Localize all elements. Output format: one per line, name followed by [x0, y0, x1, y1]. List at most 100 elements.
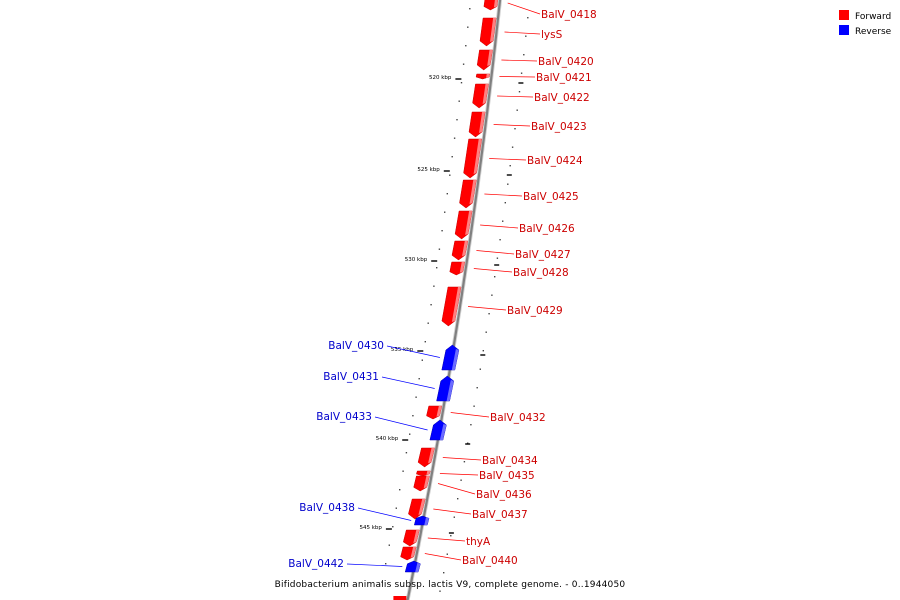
gene-balv-0431[interactable]: BalV_0431 — [323, 371, 455, 402]
gene-leader-line — [489, 158, 527, 161]
gene-leader-line — [476, 250, 515, 255]
minor-tick-right — [514, 128, 516, 130]
minor-tick-right — [527, 17, 529, 19]
gene-balv-0429[interactable]: BalV_0429 — [441, 286, 563, 327]
gene-label: BalV_0437 — [472, 509, 528, 521]
minor-tick-right — [443, 572, 445, 574]
gene-glyph-highlight — [424, 517, 429, 525]
gene-glyph-highlight — [413, 530, 420, 543]
gene-balv-0437[interactable]: BalV_0437 — [408, 498, 528, 521]
gene-glyph-highlight — [436, 406, 442, 417]
legend-item-reverse[interactable]: Reverse — [839, 25, 892, 37]
backbone-layer — [405, 0, 503, 600]
minor-tick-left — [421, 359, 423, 361]
gene-balv-0433[interactable]: BalV_0433 — [316, 411, 447, 441]
gene-glyph-highlight — [487, 50, 493, 66]
minor-tick-left — [402, 470, 404, 472]
gene-leader-line — [501, 59, 538, 62]
minor-tick-left — [456, 119, 458, 121]
minor-tick-right — [450, 535, 452, 537]
gene-glyph-highlight — [459, 262, 465, 273]
minor-tick-right — [518, 91, 521, 93]
gene-glyph-highlight — [486, 74, 490, 78]
gene-balv-0427[interactable]: BalV_0427 — [451, 240, 571, 261]
gene-leader-line — [442, 457, 482, 461]
gene-leader-line — [374, 416, 428, 431]
tick-layer: 520 kbp 525 kbp 530 kbp 535 kbp 540 kbp 545 k… — [359, 8, 529, 592]
genome-backbone — [406, 0, 502, 600]
gene-glyph-highlight — [493, 0, 498, 8]
gene-partial-bottom[interactable] — [393, 596, 407, 600]
minor-tick-left — [441, 230, 443, 232]
minor-tick-left — [433, 285, 435, 287]
gene-balv-0421[interactable]: BalV_0421 — [475, 72, 592, 84]
gene-label: BalV_0421 — [536, 72, 592, 84]
minor-tick-left — [453, 137, 456, 139]
gene-label: BalV_0436 — [476, 489, 532, 501]
gene-glyph-highlight — [490, 18, 497, 42]
gene-label: BalV_0426 — [519, 223, 575, 235]
gene-glyph-highlight — [451, 349, 459, 370]
gene-label: BalV_0424 — [527, 155, 583, 167]
gene-balv-0440[interactable]: BalV_0440 — [400, 546, 518, 567]
gene-balv-0438[interactable]: BalV_0438 — [299, 502, 430, 526]
minor-tick-left — [438, 248, 441, 250]
gene-leader-line — [493, 124, 531, 127]
gene-balv-0436[interactable]: BalV_0436 — [413, 475, 532, 501]
gene-balv-0434[interactable]: BalV_0434 — [417, 447, 538, 468]
legend-swatch-forward — [839, 10, 849, 20]
legend-item-forward[interactable]: Forward — [839, 10, 891, 22]
gene-balv-0423[interactable]: BalV_0423 — [468, 111, 587, 138]
minor-tick-left — [427, 322, 429, 324]
gene-balv-0426[interactable]: BalV_0426 — [454, 210, 575, 240]
minor-tick-left — [465, 45, 467, 47]
gene-balv-0428[interactable]: BalV_0428 — [449, 261, 569, 279]
gene-layer: BalV_0418 lysS BalV_0420 BalV_0421 BalV_0422… — [288, 0, 597, 600]
gene-balv-0420[interactable]: BalV_0420 — [476, 49, 594, 71]
gene-balv-0422[interactable]: BalV_0422 — [472, 83, 590, 109]
gene-label: BalV_0428 — [513, 267, 569, 279]
gene-balv-0418[interactable]: BalV_0418 — [483, 0, 597, 21]
gene-balv-0435[interactable]: BalV_0435 — [416, 470, 535, 482]
gene-label: BalV_0422 — [534, 92, 590, 104]
minor-tick-left — [412, 415, 414, 417]
minor-tick-left — [381, 581, 383, 583]
gene-thya[interactable]: thyA — [403, 529, 491, 548]
gene-leader-line — [480, 224, 519, 229]
minor-tick-right — [470, 424, 472, 426]
minor-tick-right — [509, 165, 511, 167]
gene-glyph-highlight — [479, 112, 486, 133]
gene-balv-0424[interactable]: BalV_0424 — [463, 138, 583, 179]
minor-tick-right — [499, 239, 501, 241]
gene-glyph-highlight — [428, 448, 435, 464]
minor-tick-right — [488, 313, 490, 315]
gene-label: thyA — [466, 536, 491, 548]
gene-glyph-highlight — [469, 180, 477, 204]
gene-glyph-highlight — [473, 139, 482, 174]
gene-balv-0425[interactable]: BalV_0425 — [459, 179, 579, 209]
gene-label: BalV_0429 — [507, 305, 563, 317]
gene-glyph-highlight — [423, 476, 430, 489]
gene-balv-0430[interactable]: BalV_0430 — [328, 340, 460, 371]
minor-tick-right — [525, 35, 527, 37]
tick-label: 540 kbp — [376, 436, 399, 442]
gene-glyph-highlight — [439, 424, 447, 440]
gene-label: BalV_0423 — [531, 121, 587, 133]
minor-tick-right — [482, 350, 484, 352]
minor-tick-left — [399, 489, 401, 491]
minor-tick-left — [436, 267, 438, 269]
gene-lyss[interactable]: lysS — [479, 17, 563, 47]
minor-tick-right — [496, 257, 499, 259]
minor-tick-left — [395, 507, 397, 509]
minor-tick-right — [502, 220, 504, 222]
gene-label: BalV_0425 — [523, 191, 579, 203]
gene-leader-line — [507, 2, 541, 15]
minor-tick-right — [467, 442, 469, 444]
gene-leader-line — [499, 76, 536, 78]
minor-tick-left — [458, 100, 460, 102]
gene-balv-0432[interactable]: BalV_0432 — [426, 405, 546, 424]
minor-tick-right — [507, 183, 509, 185]
gene-balv-0442[interactable]: BalV_0442 — [288, 558, 421, 573]
minor-tick-right — [446, 553, 448, 555]
minor-tick-left — [451, 156, 453, 158]
